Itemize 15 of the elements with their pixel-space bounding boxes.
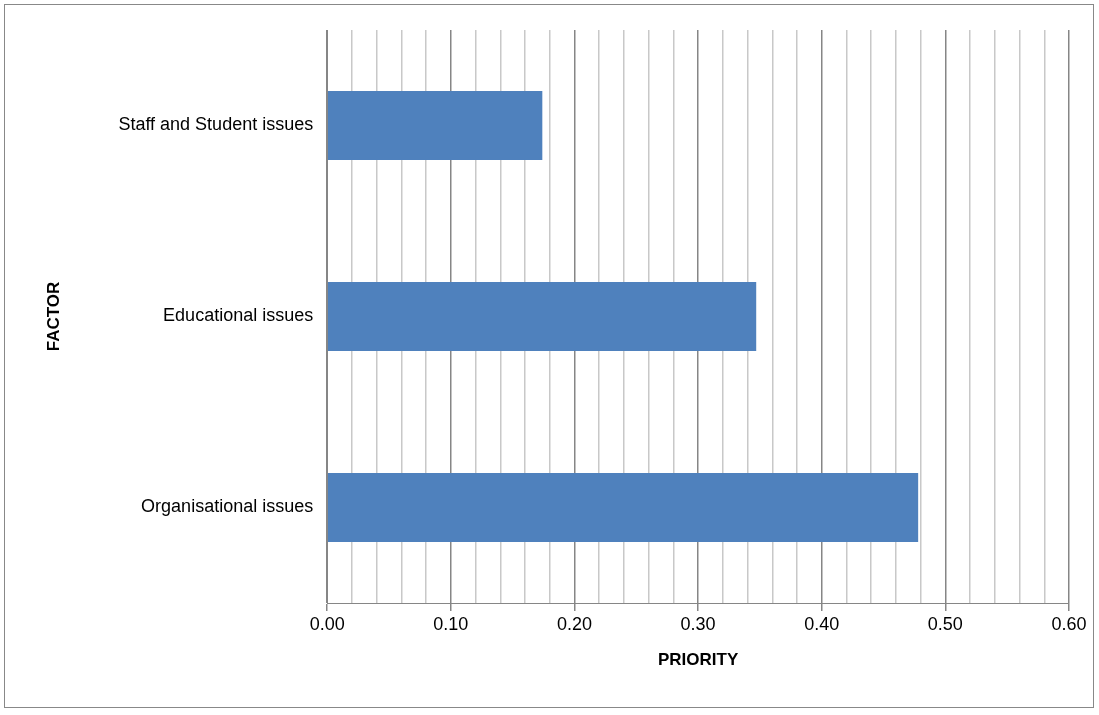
x-tick-label: 0.00	[309, 613, 345, 634]
y-tick-label: Organisational issues	[141, 496, 314, 517]
y-tick-label: Staff and Student issues	[118, 114, 314, 135]
bar	[327, 91, 543, 160]
y-axis-title: FACTOR	[43, 281, 63, 352]
x-tick-label: 0.30	[680, 613, 716, 634]
x-tick-label: 0.60	[1051, 613, 1087, 634]
x-tick-label: 0.40	[804, 613, 840, 634]
y-tick-label: Educational issues	[163, 305, 314, 326]
x-tick-label: 0.10	[433, 613, 469, 634]
x-axis-title: PRIORITY	[657, 650, 739, 670]
x-tick-label: 0.50	[927, 613, 963, 634]
x-tick-label: 0.20	[556, 613, 592, 634]
bar	[327, 282, 757, 351]
bar	[327, 473, 919, 542]
